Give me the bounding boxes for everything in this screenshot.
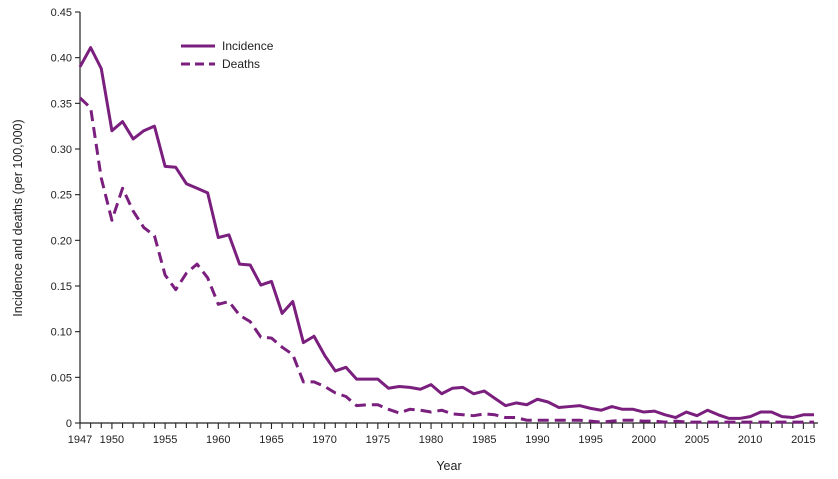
legend-label-deaths: Deaths [222, 57, 260, 71]
x-tick-label: 1990 [525, 434, 549, 446]
x-tick-label: 1950 [100, 434, 124, 446]
x-tick-label: 2000 [632, 434, 656, 446]
x-tick-label: 2015 [791, 434, 815, 446]
x-tick-label: 1965 [259, 434, 283, 446]
series-line-deaths [78, 96, 814, 424]
x-tick-label: 1985 [472, 434, 496, 446]
y-tick-label: 0.15 [51, 281, 72, 293]
x-tick-label: 2010 [738, 434, 762, 446]
x-axis-ticks: 1947 1950 1955 1960 1965 1970 1975 1980 1985 1990… [68, 423, 816, 446]
legend-label-incidence: Incidence [222, 39, 274, 53]
y-tick-label: 0.20 [51, 235, 72, 247]
y-tick-label: 0.40 [51, 53, 72, 65]
x-tick-label: 1995 [578, 434, 602, 446]
series-layer [78, 46, 814, 424]
y-tick-label: 0 [66, 418, 72, 430]
x-tick-label: 1970 [312, 434, 336, 446]
x-tick-label: 1955 [153, 434, 177, 446]
y-tick-label: 0.05 [51, 372, 72, 384]
y-tick-label: 0.45 [51, 7, 72, 19]
y-tick-label: 0.25 [51, 190, 72, 202]
y-axis-title: Incidence and deaths (per 100,000) [11, 119, 25, 316]
x-tick-label: 1960 [206, 434, 230, 446]
y-tick-label: 0.10 [51, 327, 72, 339]
legend: Incidence Deaths [181, 39, 274, 71]
x-tick-label: 1980 [419, 434, 443, 446]
series-line-incidence [78, 46, 814, 420]
x-axis-title: Year [436, 459, 461, 473]
y-tick-label: 0.30 [51, 144, 72, 156]
y-tick-label: 0.35 [51, 98, 72, 110]
y-axis-ticks: 0 0.05 0.10 0.15 0.20 0.25 0.30 0.35 0.40 0.45 [51, 7, 80, 430]
x-tick-label: 1975 [366, 434, 390, 446]
x-tick-label: 2005 [685, 434, 709, 446]
x-tick-label: 1947 [68, 434, 92, 446]
